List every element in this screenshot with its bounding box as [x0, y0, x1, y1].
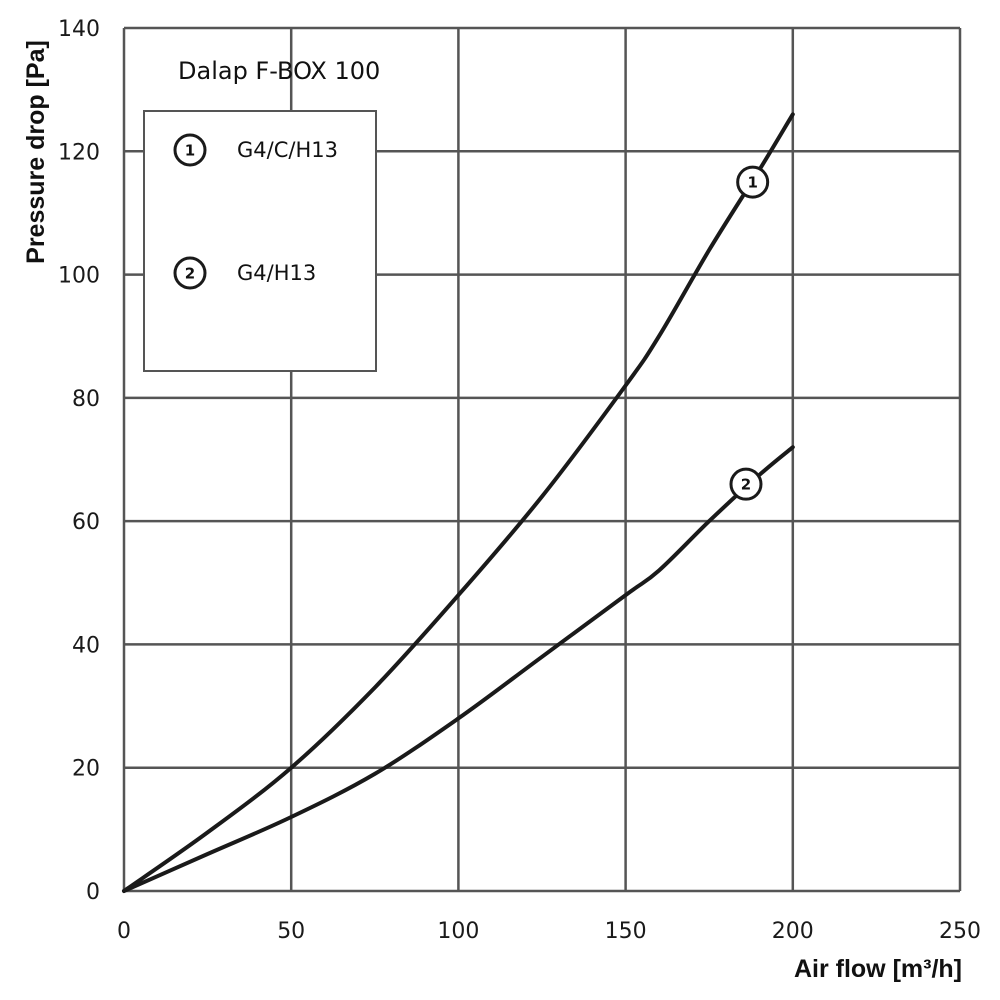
y-axis-title: Pressure drop [Pa] — [22, 40, 50, 264]
series-line-2 — [122, 445, 795, 893]
series-line-1 — [122, 112, 795, 893]
svg-text:1: 1 — [185, 142, 195, 160]
legend: 1 G4/C/H13 2 G4/H13 — [143, 110, 377, 372]
series-marker-1: 1 — [736, 165, 770, 199]
y-tick-label: 100 — [58, 264, 100, 289]
y-tick-labels: 0 20 40 60 80 100 120 140 — [58, 17, 100, 905]
x-tick-label: 250 — [939, 919, 981, 944]
x-tick-label: 0 — [117, 919, 131, 944]
svg-text:1: 1 — [747, 174, 757, 192]
series-marker-2: 2 — [729, 467, 763, 501]
svg-text:2: 2 — [741, 476, 751, 494]
y-tick-label: 140 — [58, 17, 100, 42]
y-tick-label: 20 — [72, 757, 100, 782]
y-tick-label: 40 — [72, 633, 100, 658]
y-tick-label: 120 — [58, 140, 100, 165]
y-tick-label: 80 — [72, 387, 100, 412]
legend-marker-1: 1 — [173, 133, 207, 167]
legend-box — [143, 110, 377, 372]
legend-label-1: G4/C/H13 — [237, 138, 338, 162]
svg-text:2: 2 — [185, 265, 195, 283]
x-tick-label: 50 — [277, 919, 305, 944]
x-tick-label: 150 — [605, 919, 647, 944]
legend-marker-2: 2 — [173, 256, 207, 290]
x-tick-labels: 0 50 100 150 200 250 — [117, 919, 981, 944]
series-lines — [122, 112, 795, 893]
series-markers: 12 — [729, 165, 770, 501]
legend-label-2: G4/H13 — [237, 261, 316, 285]
chart-title: Dalap F-BOX 100 — [178, 57, 380, 85]
y-tick-label: 0 — [86, 880, 100, 905]
x-axis-title: Air flow [m³/h] — [794, 955, 962, 983]
x-tick-label: 100 — [437, 919, 479, 944]
x-tick-label: 200 — [772, 919, 814, 944]
y-tick-label: 60 — [72, 510, 100, 535]
